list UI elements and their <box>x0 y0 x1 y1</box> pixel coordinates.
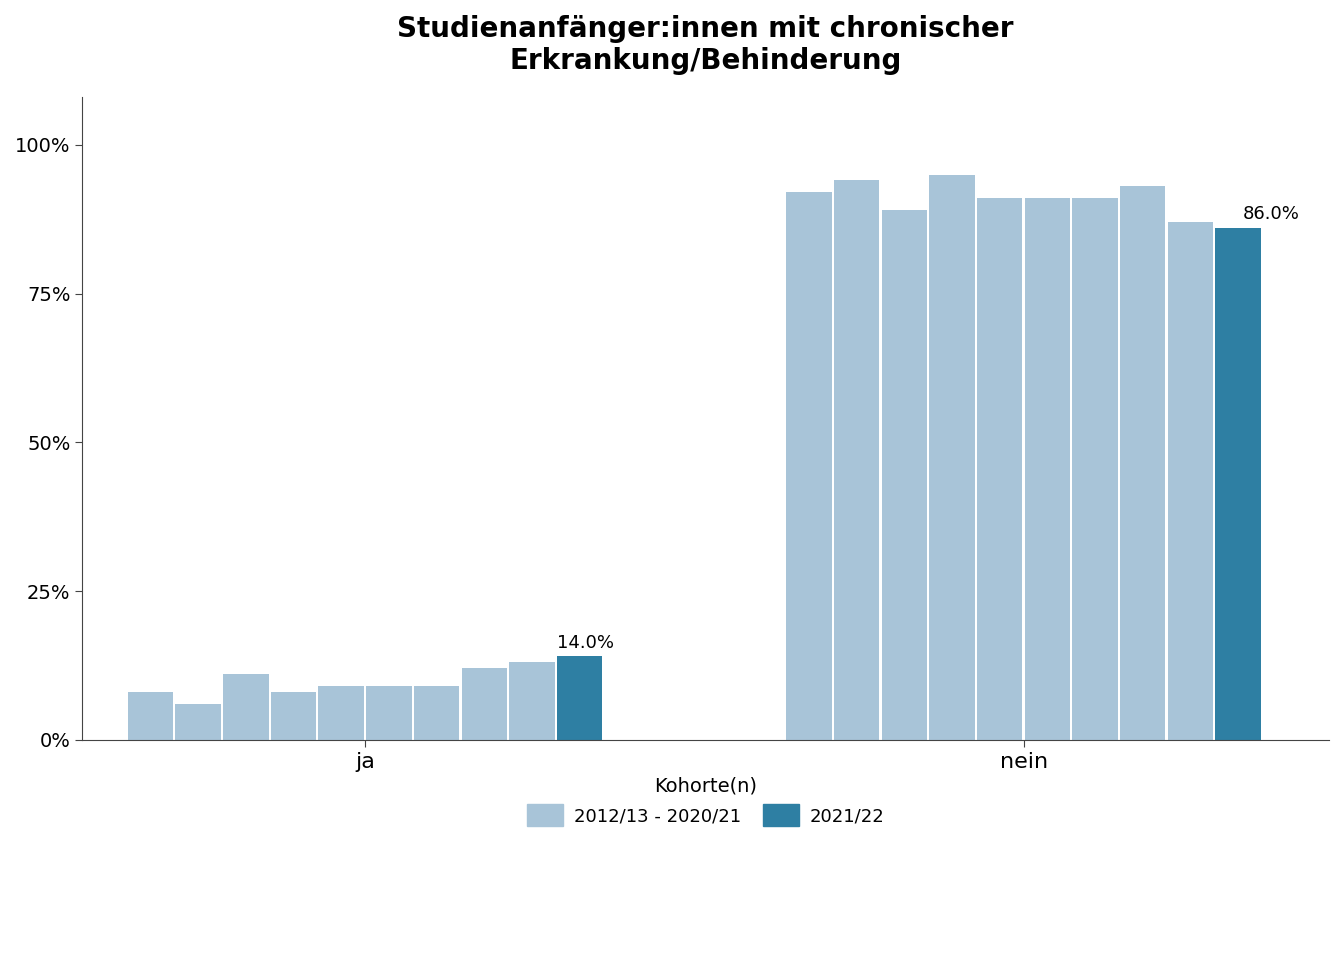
Legend: 2012/13 - 2020/21, 2021/22: 2012/13 - 2020/21, 2021/22 <box>520 769 891 833</box>
Bar <box>1120 186 1165 740</box>
Bar <box>366 686 411 740</box>
Bar <box>929 175 974 740</box>
Bar <box>509 662 555 740</box>
Bar <box>1073 199 1118 740</box>
Bar <box>461 668 507 740</box>
Bar <box>882 210 927 740</box>
Title: Studienanfänger:innen mit chronischer
Erkrankung/Behinderung: Studienanfänger:innen mit chronischer Er… <box>398 15 1013 76</box>
Bar <box>1215 228 1261 740</box>
Bar <box>1168 222 1214 740</box>
Bar <box>977 199 1023 740</box>
Bar <box>270 692 316 740</box>
Bar <box>128 692 173 740</box>
Bar <box>176 704 220 740</box>
Text: 86.0%: 86.0% <box>1243 205 1300 224</box>
Bar <box>1024 199 1070 740</box>
Bar <box>556 657 602 740</box>
Bar <box>319 686 364 740</box>
Bar <box>835 180 879 740</box>
Text: 14.0%: 14.0% <box>556 634 614 652</box>
Bar <box>414 686 460 740</box>
Bar <box>786 192 832 740</box>
Bar <box>223 674 269 740</box>
